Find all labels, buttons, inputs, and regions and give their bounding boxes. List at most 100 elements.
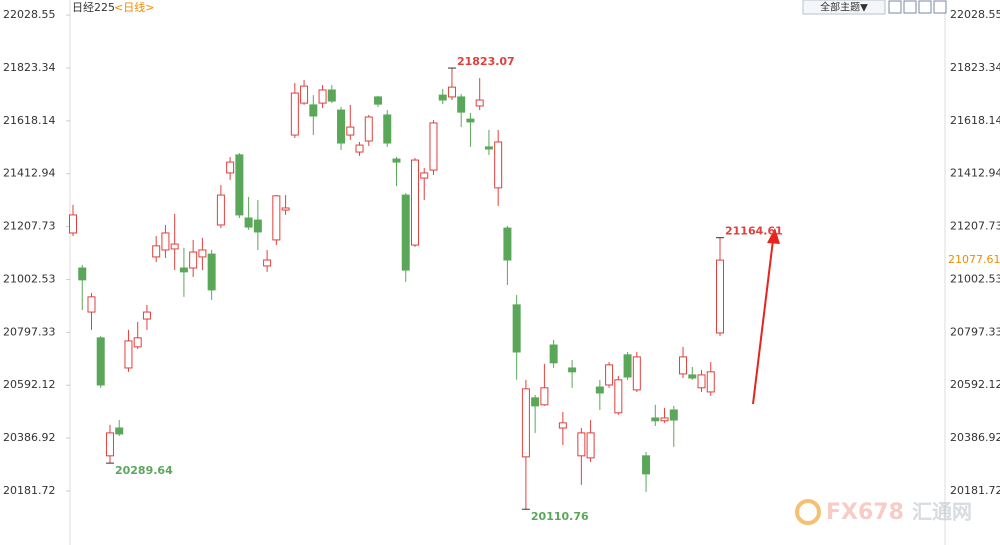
candle-body [309, 104, 318, 117]
candle-body [253, 219, 262, 233]
y-tick-label: 21002.53 [3, 272, 56, 285]
candle-body [484, 146, 493, 150]
y-tick-label: 20181.72 [3, 484, 56, 497]
theme-button-label[interactable]: 全部主题▼ [820, 1, 868, 14]
candle-body [457, 96, 466, 113]
candle-body [69, 214, 77, 234]
candle-body [447, 86, 456, 98]
candle-body [521, 388, 530, 458]
last-price-label: 21077.61 [948, 253, 1000, 266]
candle-body [355, 144, 364, 153]
chart-subtitle: <日线> [114, 0, 154, 14]
y-tick-label: 21412.94 [3, 167, 56, 180]
candle-body [244, 217, 253, 228]
candle-body [669, 409, 678, 421]
zoom-in-button[interactable] [888, 0, 902, 14]
candle-body [586, 432, 595, 459]
candle-body [438, 94, 447, 101]
candle-body [346, 126, 355, 136]
watermark-name: 汇通网 [912, 500, 972, 524]
candle-body [235, 154, 244, 216]
candle-body [198, 249, 207, 258]
y-tick-label: 20386.92 [3, 431, 56, 444]
candle-body [401, 194, 410, 271]
next-button[interactable] [933, 0, 947, 14]
watermark: FX678 汇通网 [795, 499, 972, 525]
candle-body [133, 337, 142, 348]
toolbar: 全部主题▼ [802, 0, 947, 15]
candle-body [642, 455, 651, 475]
y2-tick-label: 21823.34 [950, 61, 1000, 74]
candle-body [179, 267, 188, 273]
candle-body [337, 109, 346, 144]
candle-body [364, 116, 373, 142]
candle-body [96, 337, 105, 386]
candle-body [503, 227, 512, 261]
candle-body [475, 99, 484, 107]
candle-body [706, 371, 715, 393]
candle-body [392, 158, 401, 163]
trend-arrowhead [767, 228, 780, 244]
candle-body [540, 387, 549, 406]
zoom-out-button[interactable] [903, 0, 917, 14]
chart-title: 日经225 [72, 1, 115, 14]
prev-button[interactable] [918, 0, 932, 14]
candle-body [558, 422, 567, 429]
candle-body [105, 432, 114, 457]
y2-tick-label: 21207.73 [950, 220, 1000, 233]
candle-body [318, 89, 327, 104]
candle-body [207, 253, 216, 291]
y-tick-label: 20797.33 [3, 325, 56, 338]
candle-body [697, 374, 706, 389]
candle-body [161, 232, 170, 251]
candle-body [410, 159, 419, 246]
theme-button[interactable] [802, 0, 886, 15]
y-tick-label: 21823.34 [3, 61, 56, 74]
y-tick-label: 20592.12 [3, 378, 56, 391]
candle-body [614, 379, 623, 414]
y2-tick-label: 22028.55 [950, 8, 1000, 21]
candle-body [290, 92, 299, 136]
candle-body [281, 207, 290, 211]
candle-body [577, 432, 586, 457]
y2-tick-label: 20181.72 [950, 484, 1000, 497]
candle-body [568, 367, 577, 373]
annotation-label: 21164.61 [725, 225, 783, 238]
candle-body [549, 344, 558, 364]
candle-body [78, 267, 87, 281]
candle-body [429, 122, 438, 171]
candle-body [679, 356, 688, 375]
candle-body [300, 85, 309, 104]
candle-body [651, 417, 660, 422]
candle-body [216, 194, 225, 226]
y2-tick-label: 20386.92 [950, 431, 1000, 444]
candle-body [466, 118, 475, 123]
candle-body [383, 114, 392, 144]
trend-arrow [752, 239, 774, 405]
candle-body [688, 374, 697, 379]
y2-tick-label: 21412.94 [950, 167, 1000, 180]
y2-tick-label: 21002.53 [950, 272, 1000, 285]
annotation-label: 21823.07 [457, 55, 515, 68]
candle-body [272, 195, 281, 241]
y2-tick-label: 21618.14 [950, 114, 1000, 127]
y2-tick-label: 20797.33 [950, 325, 1000, 338]
candle-body [170, 243, 179, 250]
candle-body [632, 356, 641, 391]
candle-body [716, 259, 724, 334]
annotation-label: 20110.76 [531, 510, 589, 523]
candle-body [226, 161, 235, 174]
candle-body [87, 296, 96, 313]
candle-body [142, 311, 151, 320]
candle-body [660, 417, 669, 422]
candle-body [263, 259, 272, 267]
y-tick-label: 22028.55 [3, 8, 56, 21]
y-tick-label: 21618.14 [3, 114, 56, 127]
y2-tick-label: 20592.12 [950, 378, 1000, 391]
candle-body [124, 340, 133, 369]
candle-body [189, 251, 198, 269]
candle-body [494, 141, 503, 189]
watermark-brand: FX678 [826, 500, 904, 525]
candle-body [374, 96, 383, 105]
